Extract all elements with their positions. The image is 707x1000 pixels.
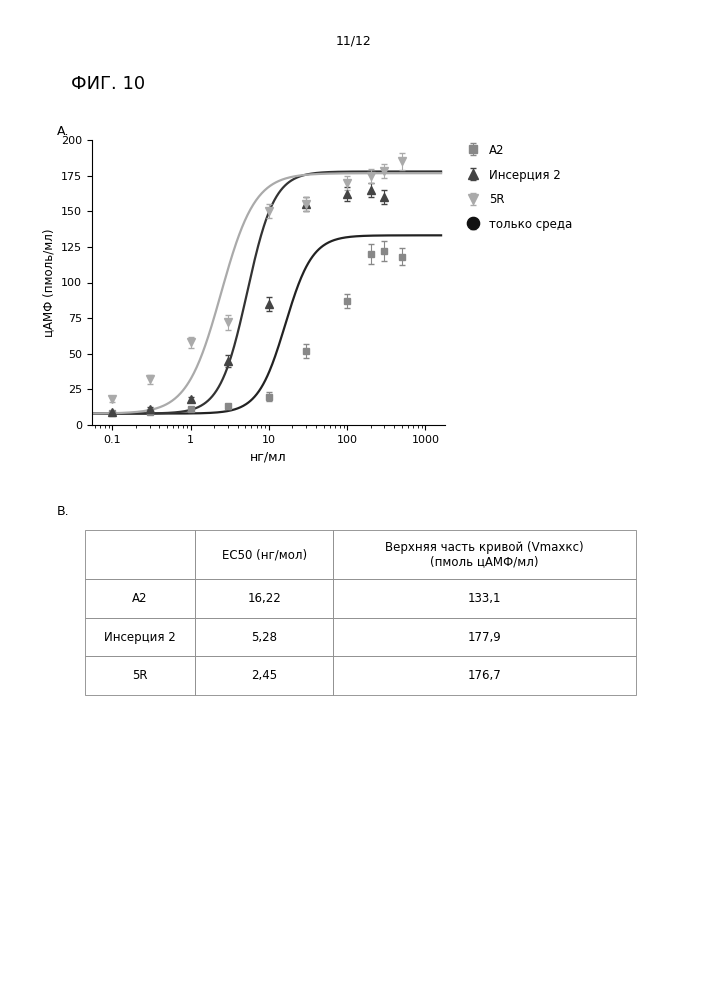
Legend: A2, Инсерция 2, 5R, только среда: A2, Инсерция 2, 5R, только среда [462, 140, 576, 235]
Text: А.: А. [57, 125, 69, 138]
Y-axis label: цАМФ (пмоль/мл): цАМФ (пмоль/мл) [42, 228, 56, 337]
X-axis label: нг/мл: нг/мл [250, 450, 287, 463]
Text: В.: В. [57, 505, 69, 518]
Text: 11/12: 11/12 [336, 35, 371, 48]
Text: ФИГ. 10: ФИГ. 10 [71, 75, 145, 93]
